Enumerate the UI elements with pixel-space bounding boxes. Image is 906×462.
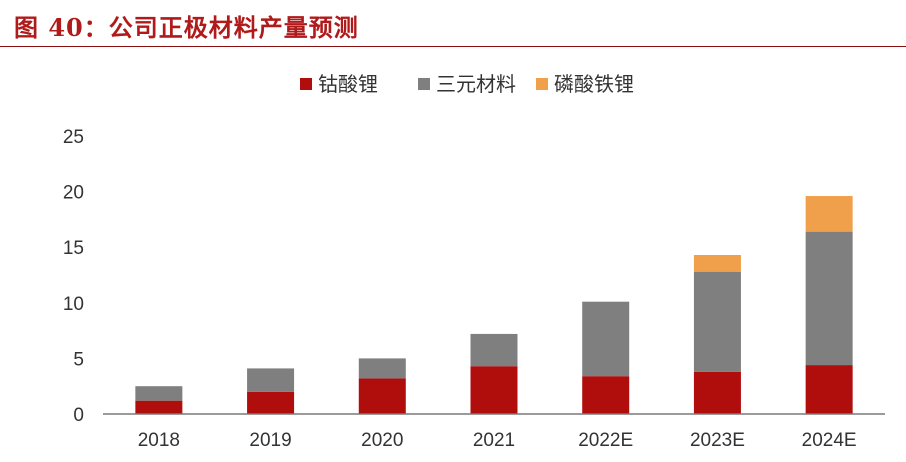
y-tick-label-10: 10 [63, 294, 84, 315]
bar-2020-series-2 [358, 358, 406, 379]
bar-2019-series-2 [247, 368, 295, 392]
bar-2023E-series-3 [693, 254, 741, 272]
x-tick-label-2022E: 2022E [578, 430, 633, 451]
bar-2023E-series-1 [693, 371, 741, 414]
legend-label-3: 磷酸铁锂 [554, 72, 634, 96]
y-tick-label-15: 15 [63, 238, 84, 259]
bar-2024E-series-2 [805, 231, 853, 366]
bar-2024E-series-3 [805, 196, 853, 232]
x-tick-label-2019: 2019 [249, 430, 291, 451]
bar-2018-series-2 [135, 386, 183, 401]
legend-label-2: 三元材料 [436, 72, 516, 96]
x-tick-label-2020: 2020 [361, 430, 403, 451]
bar-2021-series-2 [470, 333, 518, 367]
y-tick-label-5: 5 [73, 349, 84, 370]
x-tick-label-2018: 2018 [138, 430, 180, 451]
bar-2023E-series-2 [693, 271, 741, 372]
bar-2024E-series-1 [805, 365, 853, 414]
y-axis: 0 5 10 15 20 25 [63, 127, 84, 426]
x-axis: 2018 2019 2020 2021 2022E 2023E 2024E [103, 413, 885, 451]
bar-2019-series-1 [247, 391, 295, 414]
x-tick-label-2023E: 2023E [690, 430, 745, 451]
bar-stacks [135, 196, 853, 414]
bar-2018-series-1 [135, 400, 183, 414]
figure-title: 图 40：公司正极材料产量预测 [14, 13, 359, 42]
x-tick-label-2021: 2021 [473, 430, 515, 451]
title-divider [0, 46, 906, 47]
bar-2020-series-1 [358, 378, 406, 414]
y-tick-label-0: 0 [73, 405, 84, 426]
bar-2022E-series-2 [582, 301, 630, 377]
bar-2021-series-1 [470, 366, 518, 414]
y-tick-label-20: 20 [63, 183, 84, 204]
legend-swatch-3 [536, 78, 548, 90]
legend-swatch-2 [418, 78, 430, 90]
chart-legend: 钴酸锂 三元材料 磷酸铁锂 [300, 72, 634, 96]
x-tick-label-2024E: 2024E [802, 430, 857, 451]
legend-swatch-1 [300, 78, 312, 90]
bar-2022E-series-1 [582, 376, 630, 414]
y-tick-label-25: 25 [63, 127, 84, 148]
legend-label-1: 钴酸锂 [318, 72, 378, 96]
